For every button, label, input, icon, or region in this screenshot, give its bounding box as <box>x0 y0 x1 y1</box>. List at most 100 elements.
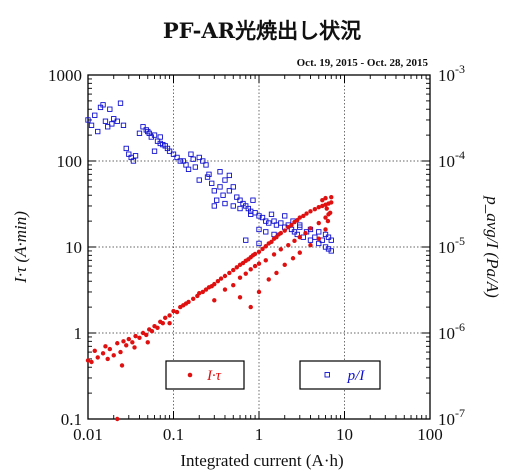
p-over-i-point <box>237 205 243 212</box>
p-over-i-point <box>188 151 194 157</box>
p-over-i-point <box>166 148 173 154</box>
p-over-i-point <box>196 154 202 161</box>
x-axis-label: Integrated current (A·h) <box>180 451 343 470</box>
i-tau-point <box>327 210 333 215</box>
i-tau-point <box>297 235 302 240</box>
i-tau-point <box>263 244 268 249</box>
i-tau-point <box>266 277 271 282</box>
i-tau-point <box>197 291 202 296</box>
i-tau-point <box>215 279 221 284</box>
series-p-over-i <box>85 100 334 254</box>
i-tau-point <box>243 271 248 276</box>
i-tau-point <box>278 247 284 252</box>
p-over-i-point <box>256 213 262 219</box>
x-tick-label: 10 <box>336 425 353 444</box>
p-over-i-point <box>151 148 158 154</box>
i-tau-point <box>140 330 146 336</box>
chart-title: PF-AR光焼出し状況 <box>163 18 361 43</box>
y-left-tick-label: 10 <box>65 238 82 257</box>
y-left-axis-label: I·τ (A·min) <box>11 211 30 284</box>
i-tau-point <box>155 325 160 330</box>
p-over-i-point <box>266 220 272 226</box>
i-tau-point <box>119 363 125 368</box>
p-over-i-point <box>263 229 269 235</box>
y-left-tick-label: 100 <box>57 152 83 171</box>
i-tau-point <box>269 239 274 244</box>
p-over-i-point <box>325 234 332 240</box>
legend-i-tau-marker <box>187 372 193 378</box>
i-tau-point <box>130 340 135 345</box>
i-tau-point <box>218 276 224 281</box>
i-tau-point <box>89 359 94 365</box>
p-over-i-point <box>192 164 198 170</box>
y-left-tick-label: 0.1 <box>61 410 82 429</box>
p-over-i-point <box>248 211 254 217</box>
y-right-tick-base: 10 <box>438 410 455 429</box>
p-over-i-point <box>203 162 209 168</box>
y-right-tick-label: 10-5 <box>438 234 465 257</box>
i-tau-point <box>100 351 106 356</box>
p-over-i-point <box>185 166 192 172</box>
i-tau-point <box>124 343 129 348</box>
p-over-i-point <box>174 154 180 161</box>
p-over-i-point <box>151 132 158 138</box>
p-over-i-point <box>278 220 284 226</box>
p-over-i-point <box>230 203 236 209</box>
i-tau-point <box>304 211 309 216</box>
y-right-tick-exponent: -5 <box>455 234 465 248</box>
i-tau-point <box>256 289 262 295</box>
x-tick-label: 100 <box>417 425 443 444</box>
i-tau-point <box>271 252 277 257</box>
i-tau-point <box>231 282 236 288</box>
p-over-i-point <box>102 118 109 124</box>
i-tau-point <box>329 200 334 205</box>
i-tau-point <box>308 209 313 214</box>
i-tau-point <box>316 220 321 226</box>
y-right-tick-base: 10 <box>438 66 455 85</box>
p-over-i-point <box>92 112 98 118</box>
i-tau-point <box>278 230 284 236</box>
i-tau-point <box>282 262 287 268</box>
p-over-i-point <box>226 188 232 194</box>
p-over-i-point <box>230 184 236 190</box>
i-tau-point <box>289 222 294 228</box>
p-over-i-point <box>220 192 226 198</box>
i-tau-point <box>237 295 243 300</box>
i-tau-point <box>231 267 236 273</box>
p-over-i-point <box>143 127 149 133</box>
i-tau-point <box>105 356 110 362</box>
p-over-i-point <box>217 169 223 175</box>
p-over-i-point <box>268 211 275 217</box>
i-tau-point <box>308 242 313 248</box>
i-tau-point <box>115 341 120 346</box>
i-tau-point <box>126 336 131 342</box>
i-tau-point <box>323 195 328 201</box>
i-tau-point <box>167 313 172 318</box>
legend-p-over-i: p/I <box>299 360 381 390</box>
y-right-tick-label: 10-6 <box>438 320 465 343</box>
i-tau-point <box>133 333 138 339</box>
i-tau-point <box>286 242 291 248</box>
i-tau-point <box>171 308 176 314</box>
i-tau-point <box>167 321 172 326</box>
x-tick-label: 0.01 <box>73 425 103 444</box>
legend-i-tau-box <box>165 360 245 390</box>
p-over-i-point <box>217 184 223 190</box>
i-tau-point <box>329 194 334 200</box>
i-tau-point <box>149 328 155 334</box>
i-tau-point <box>212 298 217 303</box>
legend-i-tau-label: I·τ <box>206 368 222 384</box>
i-tau-point <box>222 287 228 292</box>
p-over-i-point <box>243 237 249 243</box>
y-right-tick-label: 10-7 <box>438 406 465 429</box>
i-tau-point <box>320 198 325 203</box>
p-over-i-point <box>211 188 217 194</box>
p-over-i-point <box>123 145 129 152</box>
i-tau-point <box>252 263 258 269</box>
legend-p-over-i-marker <box>324 372 330 378</box>
p-over-i-point <box>214 197 220 203</box>
i-tau-point <box>85 358 91 363</box>
i-tau-point <box>118 349 123 355</box>
i-tau-point <box>222 273 228 279</box>
p-over-i-point <box>234 194 240 200</box>
